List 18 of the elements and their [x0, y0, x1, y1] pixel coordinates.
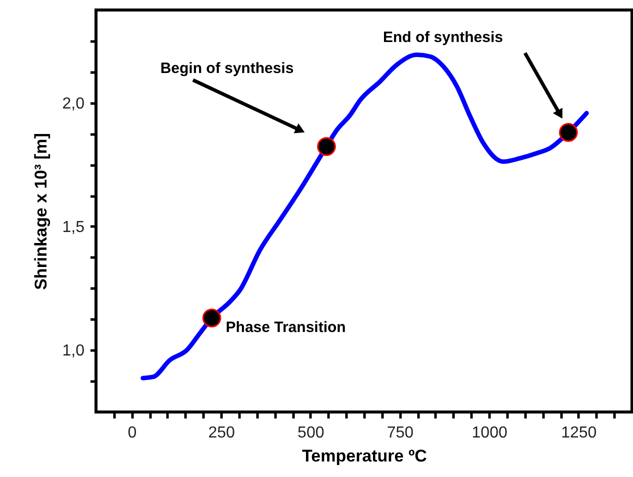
x-tick-label: 1250: [561, 424, 597, 442]
annotation: Phase Transition: [226, 318, 346, 336]
y-tick-label: 1,5: [62, 218, 85, 236]
point: [558, 123, 578, 142]
y-tick-label: 1,0: [62, 342, 85, 360]
x-tick-label: 750: [386, 424, 414, 442]
annotation: End of synthesis: [382, 29, 504, 46]
y-axis-title: Shrinkage x 10³ [m]: [31, 133, 50, 290]
x-tick-label: 500: [298, 424, 324, 442]
line-series: [140, 52, 589, 380]
x-tick-label: 0: [128, 424, 137, 442]
x-tick-label: 250: [208, 424, 236, 442]
point: [317, 137, 336, 156]
annotation: Begin of synthesis: [160, 60, 294, 77]
y-tick-label: 2,0: [62, 95, 85, 112]
x-tick-label: 1000: [472, 424, 508, 442]
x-axis-title: Temperature ºC: [302, 446, 427, 466]
point: [202, 308, 222, 328]
